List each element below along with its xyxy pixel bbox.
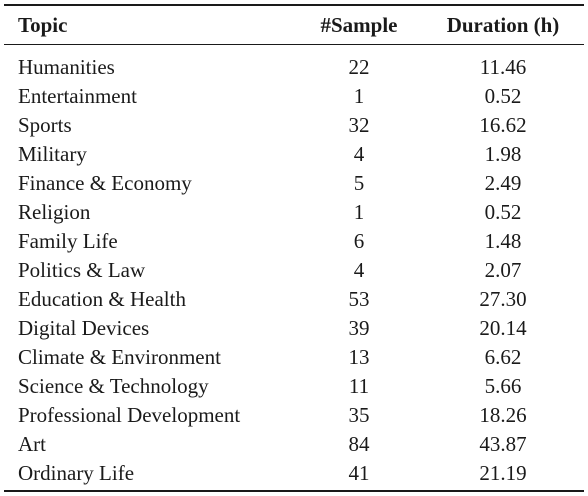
topic-cell: Military (18, 142, 87, 166)
topic-cell: Politics & Law (18, 258, 146, 282)
topic-cell: Climate & Environment (18, 345, 221, 369)
duration-cell: 5.66 (484, 374, 522, 398)
table-row: Science & Technology 11 5.66 (0, 372, 588, 401)
sample-cell: 22 (348, 55, 370, 79)
topic-cell: Sports (18, 113, 72, 137)
topic-cell: Art (18, 432, 46, 456)
table-row: Professional Development 35 18.26 (0, 401, 588, 430)
table-row: Climate & Environment 13 6.62 (0, 343, 588, 372)
duration-cell: 6.62 (484, 345, 522, 369)
duration-cell: 1.48 (484, 229, 522, 253)
duration-cell: 1.98 (484, 142, 522, 166)
table-row: Religion 1 0.52 (0, 198, 588, 227)
duration-cell: 2.07 (484, 258, 522, 282)
header-sample: #Sample (320, 12, 398, 37)
table-row: Family Life 6 1.48 (0, 227, 588, 256)
duration-cell: 16.62 (479, 113, 527, 137)
table-row: Humanities 22 11.46 (0, 44, 588, 82)
sample-cell: 39 (348, 316, 370, 340)
topic-cell: Family Life (18, 229, 118, 253)
topic-cell: Professional Development (18, 403, 241, 427)
topic-cell: Science & Technology (18, 374, 209, 398)
sample-cell: 35 (348, 403, 370, 427)
topic-cell: Digital Devices (18, 316, 150, 340)
sample-cell: 13 (348, 345, 370, 369)
header-row: Topic #Sample Duration (h) (0, 6, 588, 44)
duration-cell: 2.49 (484, 171, 522, 195)
duration-cell: 43.87 (479, 432, 527, 456)
table-row: Ordinary Life 41 21.19 (0, 459, 588, 488)
table-body: Humanities 22 11.46 Entertainment 1 0.52 Sport… (0, 44, 588, 488)
sample-cell: 5 (353, 171, 365, 195)
topic-cell: Finance & Economy (18, 171, 192, 195)
table-row: Entertainment 1 0.52 (0, 82, 588, 111)
sample-cell: 4 (353, 258, 365, 282)
duration-cell: 21.19 (479, 461, 527, 485)
sample-cell: 53 (348, 287, 370, 311)
table-header: Topic #Sample Duration (h) (0, 6, 588, 44)
topic-cell: Education & Health (18, 287, 186, 311)
sample-cell: 4 (353, 142, 365, 166)
sample-cell: 11 (348, 374, 370, 398)
duration-cell: 20.14 (479, 316, 527, 340)
topic-cell: Entertainment (18, 84, 137, 108)
topic-table: Topic #Sample Duration (h) Humanities 22 1… (0, 6, 588, 488)
duration-cell: 27.30 (479, 287, 527, 311)
table-row: Military 4 1.98 (0, 140, 588, 169)
sample-cell: 32 (348, 113, 370, 137)
table-row: Finance & Economy 5 2.49 (0, 169, 588, 198)
table-row: Art 84 43.87 (0, 430, 588, 459)
table-row: Politics & Law 4 2.07 (0, 256, 588, 285)
sample-cell: 6 (353, 229, 365, 253)
table-row: Sports 32 16.62 (0, 111, 588, 140)
header-duration: Duration (h) (446, 12, 560, 37)
sample-cell: 1 (353, 200, 365, 224)
top-rule (4, 4, 584, 6)
header-topic: Topic (18, 12, 68, 37)
duration-cell: 18.26 (479, 403, 527, 427)
sample-cell: 41 (348, 461, 370, 485)
table-row: Education & Health 53 27.30 (0, 285, 588, 314)
topic-cell: Religion (18, 200, 91, 224)
topic-cell: Ordinary Life (18, 461, 135, 485)
sample-cell: 1 (353, 84, 365, 108)
header-rule (4, 44, 584, 45)
table-row: Digital Devices 39 20.14 (0, 314, 588, 343)
duration-cell: 0.52 (484, 84, 522, 108)
bottom-rule (4, 490, 584, 492)
duration-cell: 11.46 (479, 55, 527, 79)
duration-cell: 0.52 (484, 200, 522, 224)
sample-cell: 84 (348, 432, 370, 456)
topic-cell: Humanities (18, 55, 115, 79)
